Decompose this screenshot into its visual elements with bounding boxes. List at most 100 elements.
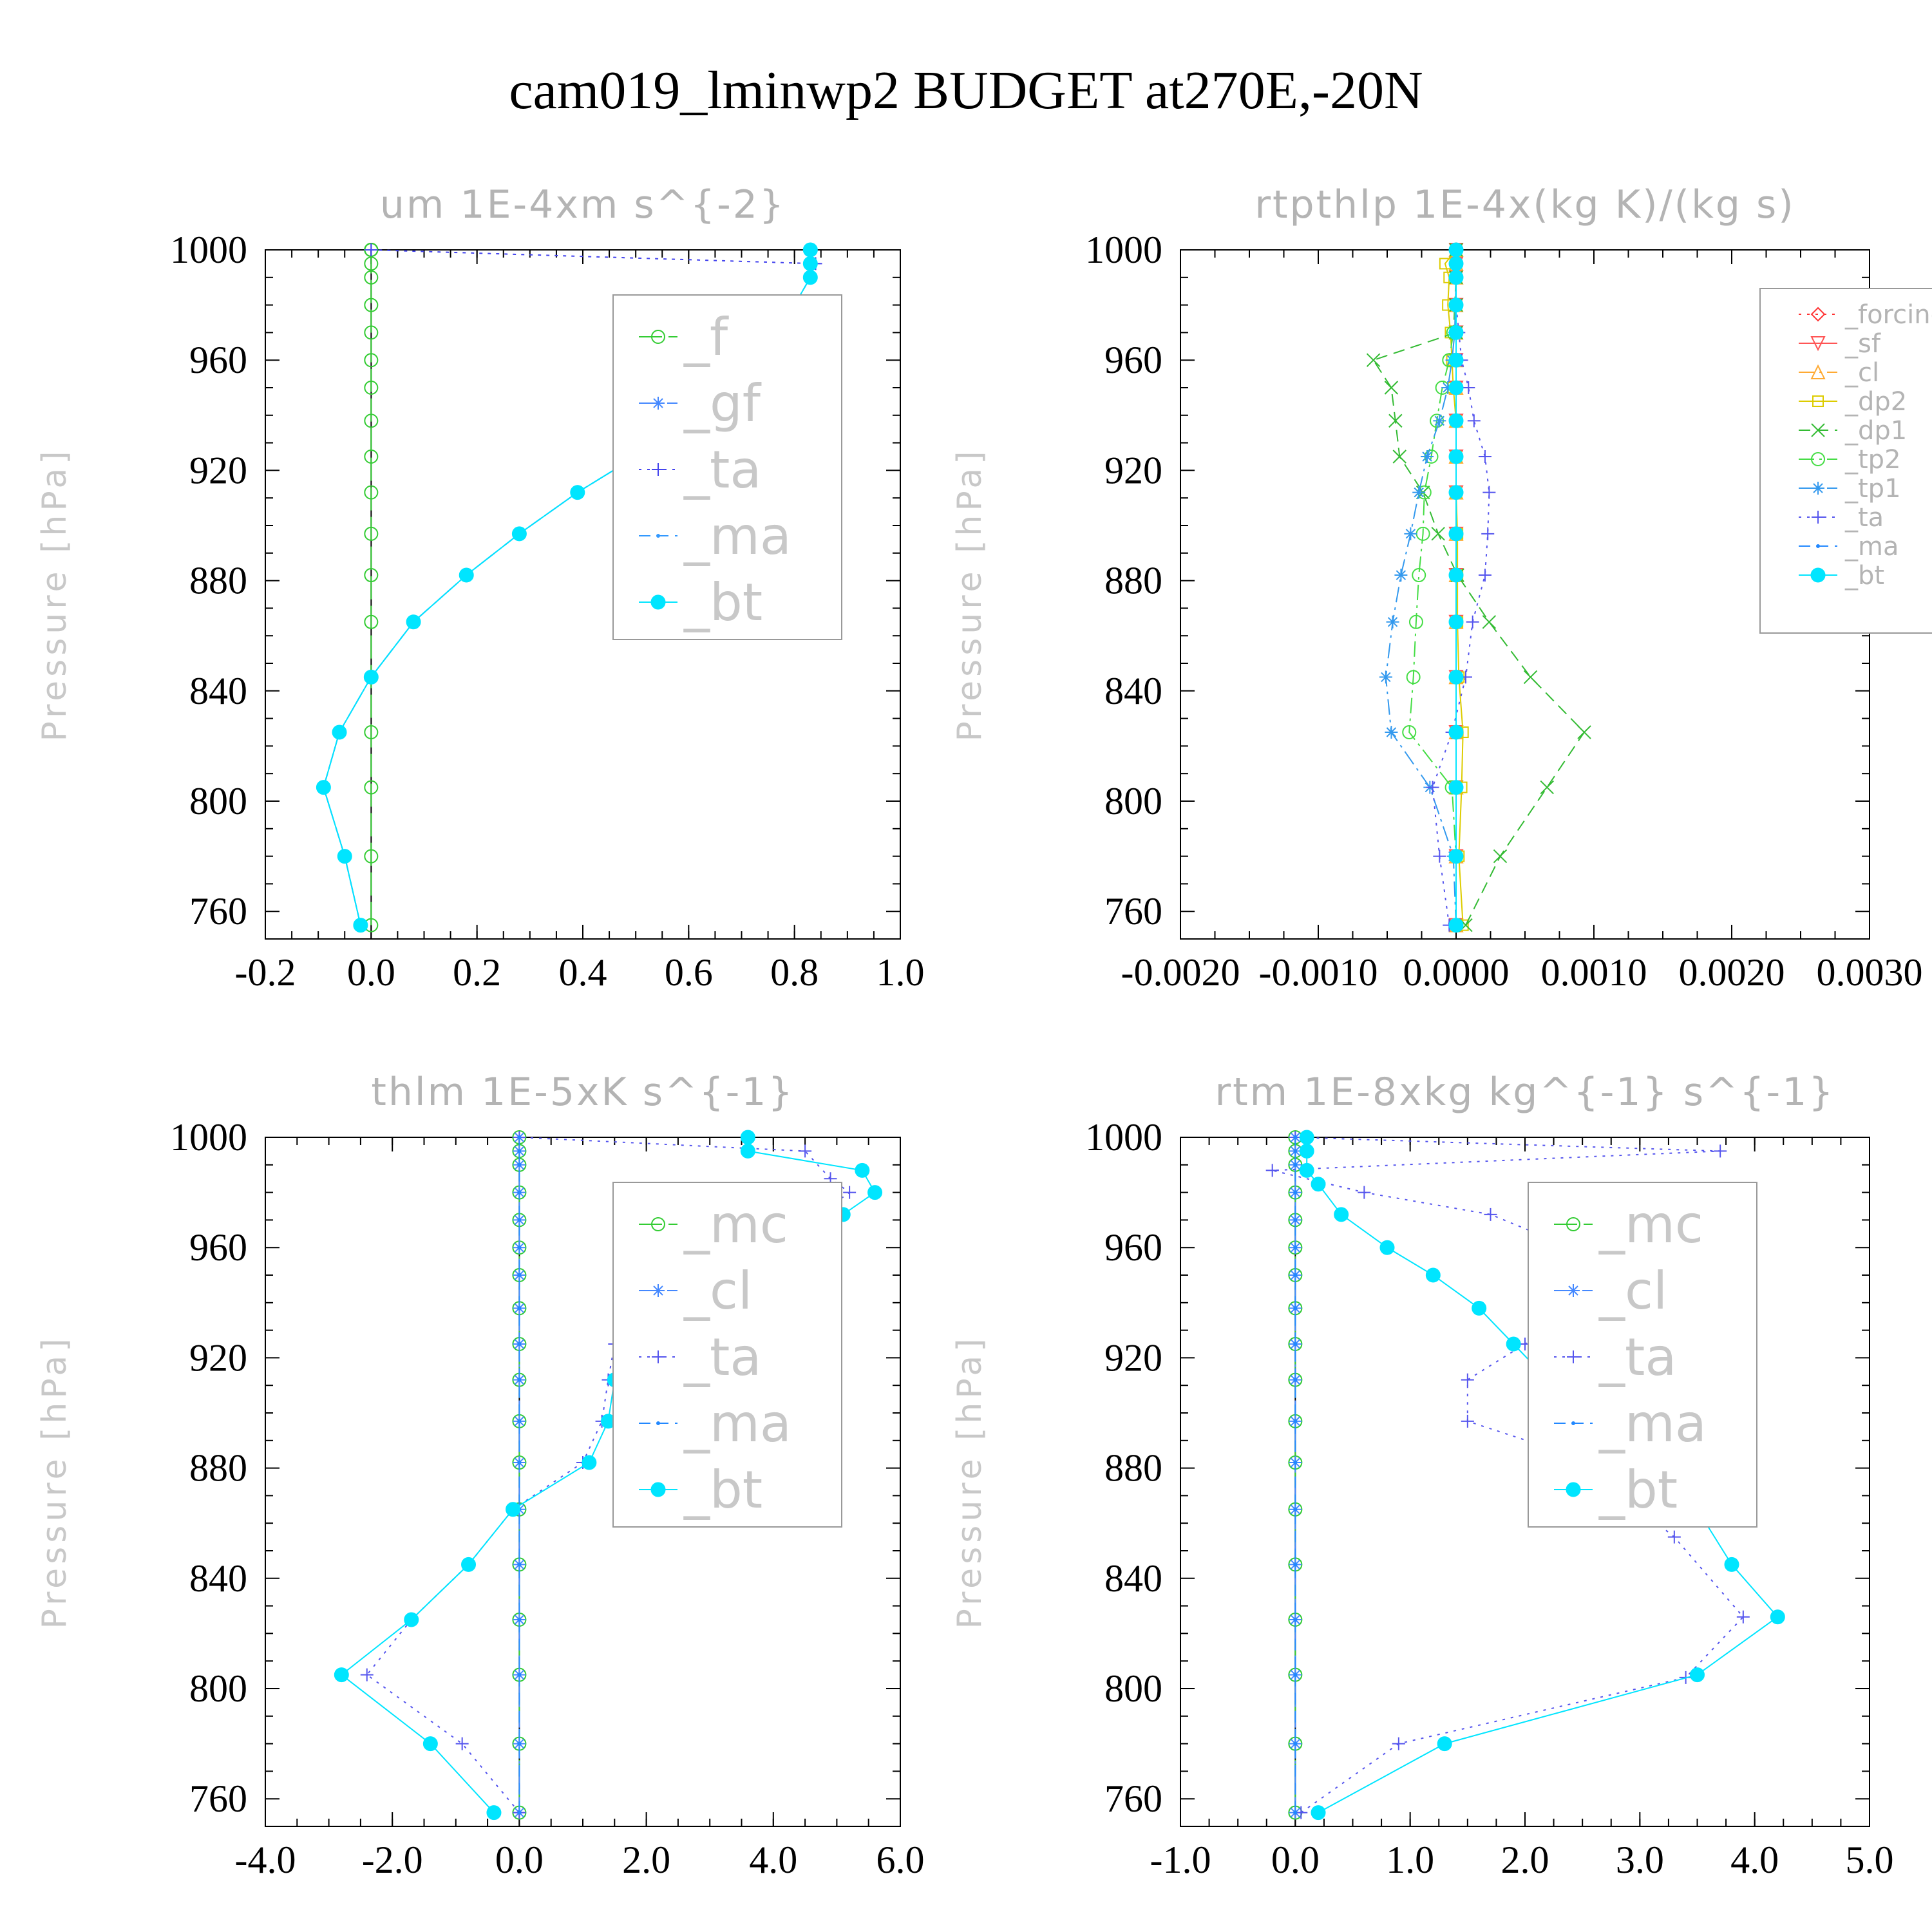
legend-label: _ma (1844, 532, 1899, 562)
data-point (1448, 918, 1464, 933)
data-point (1293, 1562, 1298, 1567)
data-point (1426, 781, 1439, 794)
data-point (1425, 1267, 1441, 1283)
y-tick-label: 1000 (170, 229, 247, 271)
data-point (459, 567, 474, 583)
data-point (1448, 256, 1464, 271)
series-ta (1426, 243, 1496, 932)
series-bt (1448, 242, 1464, 933)
y-tick-label: 760 (189, 1777, 247, 1820)
y-tick-label: 840 (1104, 1557, 1162, 1600)
y-tick-label: 880 (1104, 1447, 1162, 1490)
data-point (867, 1185, 883, 1200)
x-tick-label: 4.0 (749, 1839, 797, 1881)
legend-label: _bt (683, 573, 762, 632)
data-point (1265, 1164, 1279, 1177)
data-point (1467, 414, 1481, 428)
legend-label: _bt (1598, 1460, 1678, 1520)
data-point (517, 1135, 522, 1139)
data-point (1667, 1530, 1681, 1544)
x-tick-label: 2.0 (1501, 1839, 1549, 1881)
data-point (511, 526, 527, 542)
legend-marker (652, 463, 665, 476)
data-point (517, 1306, 522, 1311)
data-point (1334, 1207, 1349, 1222)
data-point (1402, 725, 1417, 739)
data-point (1412, 486, 1426, 499)
data-point (1448, 780, 1464, 795)
data-point (517, 1245, 522, 1250)
legend-marker (1812, 395, 1824, 407)
data-point (364, 256, 379, 271)
data-point (364, 450, 379, 464)
x-tick-label: -0.0010 (1259, 951, 1378, 994)
legend-marker (652, 397, 665, 410)
data-point (1293, 1672, 1298, 1677)
data-point (1386, 615, 1399, 629)
y-axis-label: Pressure [hPa] (35, 1335, 74, 1629)
legend-marker (1566, 1217, 1580, 1231)
data-point (1293, 1306, 1298, 1311)
data-point (802, 242, 818, 258)
data-point (1379, 670, 1392, 684)
data-point (517, 1162, 522, 1167)
data-point (582, 1455, 597, 1470)
data-point (799, 1144, 812, 1158)
data-point (1394, 569, 1408, 582)
data-point (1388, 413, 1403, 428)
x-tick-label: 6.0 (876, 1839, 925, 1881)
legend-marker (651, 330, 665, 344)
data-point (1736, 1610, 1750, 1624)
legend-marker (1812, 482, 1824, 495)
legend-label: _bt (683, 1460, 762, 1520)
data-point (364, 325, 379, 340)
data-point (1293, 1378, 1298, 1382)
series-line (1432, 250, 1490, 925)
data-point (517, 1810, 522, 1815)
data-point (1461, 1373, 1474, 1387)
legend-marker (1566, 1482, 1581, 1497)
data-point (1293, 1342, 1298, 1346)
legend-box (612, 294, 842, 640)
data-point (1448, 242, 1464, 258)
data-point (337, 849, 352, 864)
x-tick-label: -1.0 (1150, 1839, 1211, 1881)
data-point (1293, 1149, 1298, 1153)
data-point (1448, 567, 1464, 583)
data-point (1481, 527, 1495, 540)
y-axis-label: Pressure [hPa] (951, 1335, 989, 1629)
legend-marker (1816, 544, 1820, 548)
data-point (1299, 1130, 1314, 1145)
data-point (1293, 1162, 1298, 1167)
series-ma (1293, 1135, 1298, 1815)
y-tick-label: 960 (189, 1226, 247, 1269)
data-point (316, 780, 331, 795)
data-point (1478, 450, 1492, 463)
data-point (364, 270, 379, 285)
data-point (1392, 1737, 1405, 1750)
legend-marker (1567, 1350, 1580, 1363)
data-point (364, 298, 379, 312)
data-point (517, 1342, 522, 1346)
data-point (332, 724, 347, 740)
data-point (1384, 381, 1399, 395)
x-tick-label: 4.0 (1730, 1839, 1779, 1881)
legend-marker (1811, 423, 1825, 437)
y-tick-label: 1000 (170, 1116, 247, 1159)
data-point (1392, 450, 1406, 464)
data-point (570, 485, 585, 500)
legend-label: _ta (683, 1327, 761, 1387)
data-point (406, 614, 421, 630)
data-point (1478, 569, 1492, 582)
panel-title: rtm 1E-8xkg kg^{-1} s^{-1} (1215, 1070, 1835, 1115)
x-tick-label: 0.0 (495, 1839, 544, 1881)
data-point (1448, 614, 1464, 630)
figure-title: cam019_lminwp2 BUDGET at270E,-20N (509, 61, 1423, 120)
legend: _forcing_sf_cl_dp2_dp1_tp2_tp1_ta_ma_bt (1759, 288, 1932, 634)
data-point (1412, 568, 1426, 583)
data-point (353, 918, 368, 933)
legend-label: _tp2 (1844, 445, 1901, 475)
legend-marker (1567, 1284, 1580, 1297)
data-point (517, 1618, 522, 1622)
series-line (1444, 249, 1464, 925)
